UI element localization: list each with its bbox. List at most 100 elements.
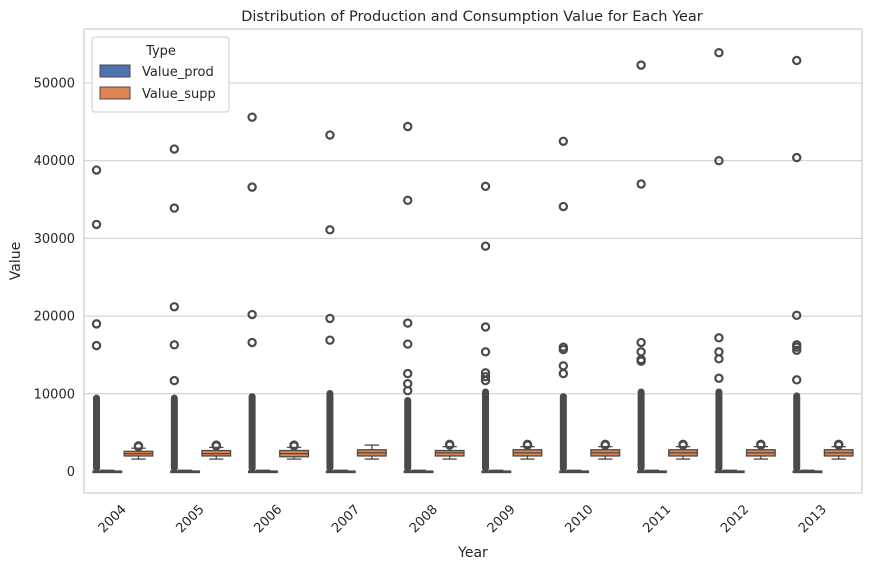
outlier-point	[91, 165, 102, 175]
dense-outliers	[637, 388, 645, 472]
outlier-point	[558, 136, 569, 146]
outlier-point	[480, 372, 491, 382]
y-tick-label: 10000	[34, 387, 75, 402]
box-Value_supp-2005	[201, 440, 232, 460]
outlier-point	[714, 47, 724, 58]
legend-swatch	[99, 64, 131, 78]
y-tick-label: 40000	[34, 154, 75, 169]
box-Value_supp-2010	[590, 439, 621, 460]
outlier-point	[678, 439, 688, 450]
grid-lines	[84, 82, 862, 395]
outlier-point	[289, 440, 299, 450]
outlier-point	[247, 182, 257, 192]
outlier-point	[714, 347, 724, 357]
dense-outliers	[248, 393, 256, 472]
dense-outliers	[170, 394, 178, 472]
dense-outliers	[793, 392, 801, 472]
box-Value_prod-2005	[169, 144, 201, 474]
outlier-point	[792, 310, 802, 321]
outlier-point	[247, 337, 257, 348]
outlier-point	[636, 60, 646, 70]
box-Value_prod-2012	[714, 47, 745, 474]
outlier-point	[91, 340, 102, 351]
legend-entry: Value_prod	[142, 65, 214, 80]
y-axis-label: Value	[8, 242, 24, 280]
outlier-point	[169, 375, 180, 386]
outlier-point	[247, 309, 257, 320]
outlier-point	[91, 219, 102, 230]
box-Value_prod-2009	[480, 181, 512, 474]
outlier-point	[325, 130, 335, 140]
outlier-point	[522, 439, 533, 450]
outlier-point	[325, 225, 335, 235]
outlier-point	[558, 368, 569, 379]
x-tick-label: 2007	[329, 502, 363, 536]
outlier-point	[325, 335, 335, 345]
chart-title: Distribution of Production and Consumpti…	[241, 9, 703, 25]
box-Value_supp-2011	[668, 439, 699, 460]
legend-title: Type	[145, 44, 176, 59]
box-Value_prod-2011	[636, 60, 667, 474]
outlier-point	[792, 55, 802, 66]
box-Value_supp-2008	[434, 439, 465, 460]
box-Value_supp-2007	[356, 444, 387, 460]
x-tick-label: 2009	[485, 502, 519, 536]
plot-frame	[83, 28, 863, 494]
dense-outliers	[404, 397, 412, 472]
dense-outliers	[93, 394, 101, 472]
outlier-point	[247, 112, 257, 122]
outlier-point	[636, 354, 646, 365]
box-Value_prod-2006	[247, 112, 278, 474]
x-tick-label: 2010	[563, 502, 597, 536]
legend: Type Value_prod Value_supp	[91, 36, 230, 113]
x-tick-label: 2005	[174, 502, 208, 536]
outlier-point	[403, 318, 413, 328]
box-Value_prod-2004	[91, 165, 123, 474]
y-tick-label: 50000	[34, 77, 75, 92]
legend-swatch	[99, 86, 131, 100]
box-Value_supp-2004	[123, 441, 154, 460]
outlier-point	[403, 368, 413, 379]
x-tick-label: 2011	[640, 502, 674, 536]
y-tick-label: 0	[67, 465, 75, 480]
outlier-point	[792, 152, 802, 163]
box-Value_supp-2006	[279, 440, 310, 460]
y-tick-labels: 0 10000 20000 30000 40000 50000	[34, 77, 75, 481]
outlier-point	[600, 439, 610, 450]
y-tick-label: 20000	[34, 310, 75, 325]
outlier-point	[403, 195, 413, 206]
outlier-point	[792, 340, 802, 350]
x-tick-label: 2006	[251, 502, 285, 536]
outlier-point	[558, 361, 569, 371]
outlier-point	[636, 179, 646, 189]
x-axis-label: Year	[457, 545, 488, 561]
box-series	[91, 47, 854, 474]
legend-entry: Value_supp	[142, 87, 216, 102]
x-tick-label: 2008	[407, 502, 441, 536]
outlier-point	[169, 340, 180, 350]
box-Value_prod-2007	[325, 130, 356, 474]
box-Value_prod-2008	[403, 121, 434, 474]
outlier-point	[558, 342, 569, 352]
outlier-point	[91, 319, 102, 329]
outlier-point	[133, 441, 144, 451]
outlier-point	[792, 345, 802, 355]
box-Value_supp-2012	[745, 439, 776, 460]
outlier-point	[211, 440, 221, 450]
outlier-point	[636, 347, 646, 357]
outlier-point	[714, 333, 724, 343]
outlier-point	[169, 144, 180, 154]
outlier-point	[403, 339, 413, 349]
outlier-point	[480, 368, 491, 378]
dense-outliers	[326, 390, 334, 472]
x-tick-label: 2012	[718, 502, 752, 536]
outlier-point	[792, 375, 802, 385]
box-Value_prod-2010	[558, 136, 590, 474]
box-Value_supp-2013	[823, 439, 854, 460]
box-Value_prod-2013	[792, 55, 823, 474]
outlier-point	[756, 439, 766, 450]
dense-outliers	[715, 388, 723, 472]
outlier-point	[444, 439, 455, 450]
outlier-point	[169, 203, 180, 213]
